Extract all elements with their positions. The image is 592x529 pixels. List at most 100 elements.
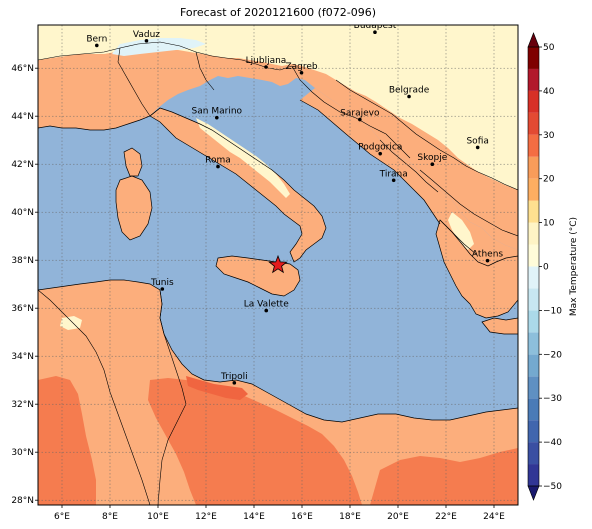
- colorbar-tick-label: −40: [543, 438, 562, 448]
- city-dot: [430, 162, 435, 166]
- land-greek-islands: [482, 318, 518, 334]
- colorbar-band: [528, 442, 539, 465]
- colorbar-band: [528, 332, 539, 355]
- city-label: Ljubljana: [246, 56, 287, 66]
- city-dot: [264, 308, 269, 313]
- city-dot: [232, 381, 237, 385]
- colorbar-band: [528, 376, 539, 399]
- land-greece-coastline: [435, 219, 518, 319]
- city-dot: [216, 164, 220, 169]
- lon-tick-label: 22°E: [435, 512, 457, 522]
- colorbar-tick-label: 20: [543, 175, 555, 185]
- land-corsica: [124, 148, 142, 176]
- colorbar-tick-label: 30: [543, 131, 555, 141]
- city-label: Tirana: [379, 169, 408, 179]
- city-dot: [358, 117, 362, 122]
- land-sardinia-coastline: [115, 175, 153, 241]
- city-label: Sarajevo: [340, 109, 380, 119]
- lat-tick-label: 46°N: [11, 64, 34, 74]
- city-dot: [373, 30, 377, 34]
- land-gulf-sirte-hottest: [186, 376, 248, 400]
- colorbar-band: [528, 420, 539, 443]
- city-label: Bern: [86, 34, 107, 44]
- colorbar-band: [528, 178, 539, 201]
- city-label: Zagreb: [285, 62, 317, 72]
- colorbar-band: [528, 200, 539, 223]
- colorbar-band: [528, 68, 539, 91]
- lon-tick-label: 16°E: [291, 512, 313, 522]
- map-frame: [37, 24, 519, 506]
- lon-tick-label: 10°E: [147, 512, 169, 522]
- lat-tick-label: 34°N: [11, 352, 34, 362]
- colorbar-band: [528, 266, 539, 289]
- city-label: Athens: [472, 250, 503, 260]
- colorbar-band: [528, 112, 539, 135]
- adriatic-east-coastline: [299, 99, 441, 225]
- lon-tick-label: 12°E: [195, 512, 217, 522]
- city-dot: [264, 65, 268, 69]
- city-label: La Valette: [244, 300, 289, 310]
- land-sahara-hot-west: [38, 376, 96, 505]
- map-gridlines: [38, 25, 518, 505]
- colorbar-band: [528, 222, 539, 245]
- colorbar-under-arrow: [527, 485, 540, 501]
- city-label: Skopje: [417, 153, 447, 163]
- colorbar-tick-label: −20: [543, 350, 562, 360]
- lat-tick-label: 40°N: [11, 208, 34, 218]
- coastlines: [38, 99, 518, 423]
- lat-tick-label: 44°N: [11, 112, 34, 122]
- land-sicily-coastline: [215, 255, 301, 297]
- land-italy-coastline: [149, 107, 327, 263]
- lat-tick-label: 42°N: [11, 160, 34, 170]
- colorbar-over-arrow: [527, 32, 540, 48]
- colorbar-tick-label: 10: [543, 219, 555, 229]
- land-sahara-hot-central: [148, 378, 362, 505]
- colorbar-band: [528, 310, 539, 333]
- colorbar-tick-label: −30: [543, 394, 562, 404]
- colorbar-tick-label: 50: [543, 43, 555, 53]
- land-pindus-cool: [448, 212, 474, 250]
- city-dot: [215, 115, 219, 120]
- forecast-point-marker: [268, 254, 288, 274]
- city-dot: [144, 39, 149, 43]
- map-title: Forecast of 2020121600 (f072-096): [179, 6, 377, 19]
- colorbar-tick-label: 0: [543, 263, 549, 273]
- colorbar-band: [528, 398, 539, 421]
- city-dot: [391, 178, 396, 183]
- lon-tick-label: 6°E: [54, 512, 70, 522]
- land-apennines: [196, 118, 290, 198]
- colorbar-band: [528, 244, 539, 267]
- city-label: Tripoli: [220, 372, 248, 382]
- colorbar-band: [528, 288, 539, 311]
- lon-tick-label: 8°E: [102, 512, 118, 522]
- land-sardinia: [116, 176, 152, 240]
- city-label: Vaduz: [133, 30, 160, 40]
- land-crete-coastline: [481, 317, 518, 335]
- city-dot: [485, 258, 490, 263]
- lon-tick-label: 18°E: [339, 512, 361, 522]
- colorbar-band: [528, 156, 539, 179]
- city-dot: [95, 43, 99, 48]
- city-label: Podgorica: [358, 143, 402, 153]
- lat-tick-label: 28°N: [11, 496, 34, 506]
- lat-tick-label: 38°N: [11, 256, 34, 266]
- city-label: San Marino: [192, 107, 243, 117]
- colorbar: 50 40 30 20 10 0 −10 −20 −30 −40 −50 Max Temperatur…: [527, 32, 579, 501]
- colorbar-tick-label: 40: [543, 87, 555, 97]
- colorbar-label: Max Temperature (°C): [569, 217, 579, 316]
- colorbar-band: [528, 464, 539, 486]
- colorbar-band: [528, 90, 539, 113]
- forecast-star: [268, 254, 288, 274]
- lon-tick-label: 14°E: [243, 512, 265, 522]
- lat-tick-label: 32°N: [11, 400, 34, 410]
- city-label: Belgrade: [389, 86, 430, 96]
- colorbar-band: [528, 47, 539, 69]
- land-alps-snow: [112, 38, 206, 56]
- land-cool-zone: [38, 25, 518, 190]
- city-dot: [299, 70, 304, 75]
- africa-coastline: [38, 279, 518, 423]
- land-italy: [150, 108, 326, 262]
- map-axes: 6°E 8°E 10°E 12°E 14°E 16°E 18°E 20°E 22°E 24°E 28…: [11, 64, 505, 522]
